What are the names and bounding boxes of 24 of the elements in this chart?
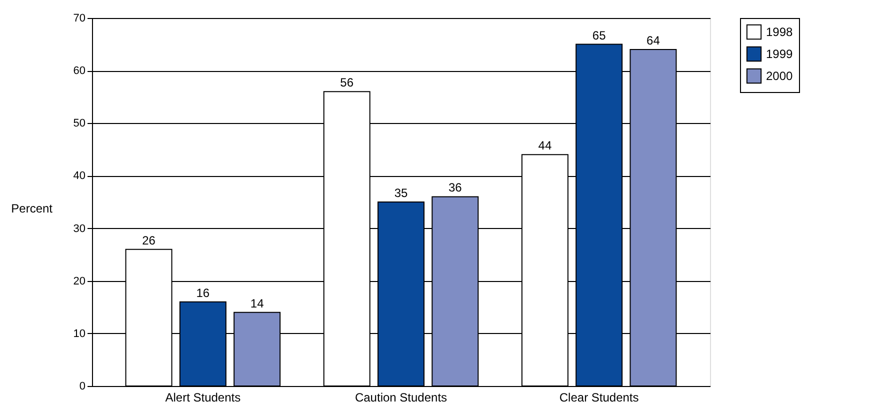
legend-label: 1998 xyxy=(766,25,794,39)
x-tick-label: Alert Students xyxy=(165,390,241,404)
x-tick-label: Clear Students xyxy=(559,390,639,404)
data-label: 16 xyxy=(196,286,210,300)
x-tick-label: Caution Students xyxy=(354,390,448,404)
data-label: 56 xyxy=(340,76,354,90)
legend-label: 2000 xyxy=(766,69,794,83)
y-axis-title: Percent xyxy=(11,202,54,216)
y-tick-label: 0 xyxy=(79,380,86,392)
y-tick-label: 40 xyxy=(73,170,86,182)
y-tick-label: 50 xyxy=(73,118,86,130)
y-tick-label: 70 xyxy=(73,12,86,24)
data-label: 36 xyxy=(448,180,462,195)
data-label: 65 xyxy=(592,28,606,42)
y-tick-label: 30 xyxy=(73,222,86,235)
y-tick-label: 10 xyxy=(73,328,86,340)
legend-label: 1999 xyxy=(766,47,794,61)
data-label: 44 xyxy=(538,138,552,153)
data-label: 35 xyxy=(394,186,408,200)
y-tick-label: 60 xyxy=(73,65,86,78)
y-tick-label: 20 xyxy=(73,275,86,288)
data-label: 64 xyxy=(646,34,660,48)
data-label: 26 xyxy=(142,233,156,248)
data-label: 14 xyxy=(250,296,264,310)
